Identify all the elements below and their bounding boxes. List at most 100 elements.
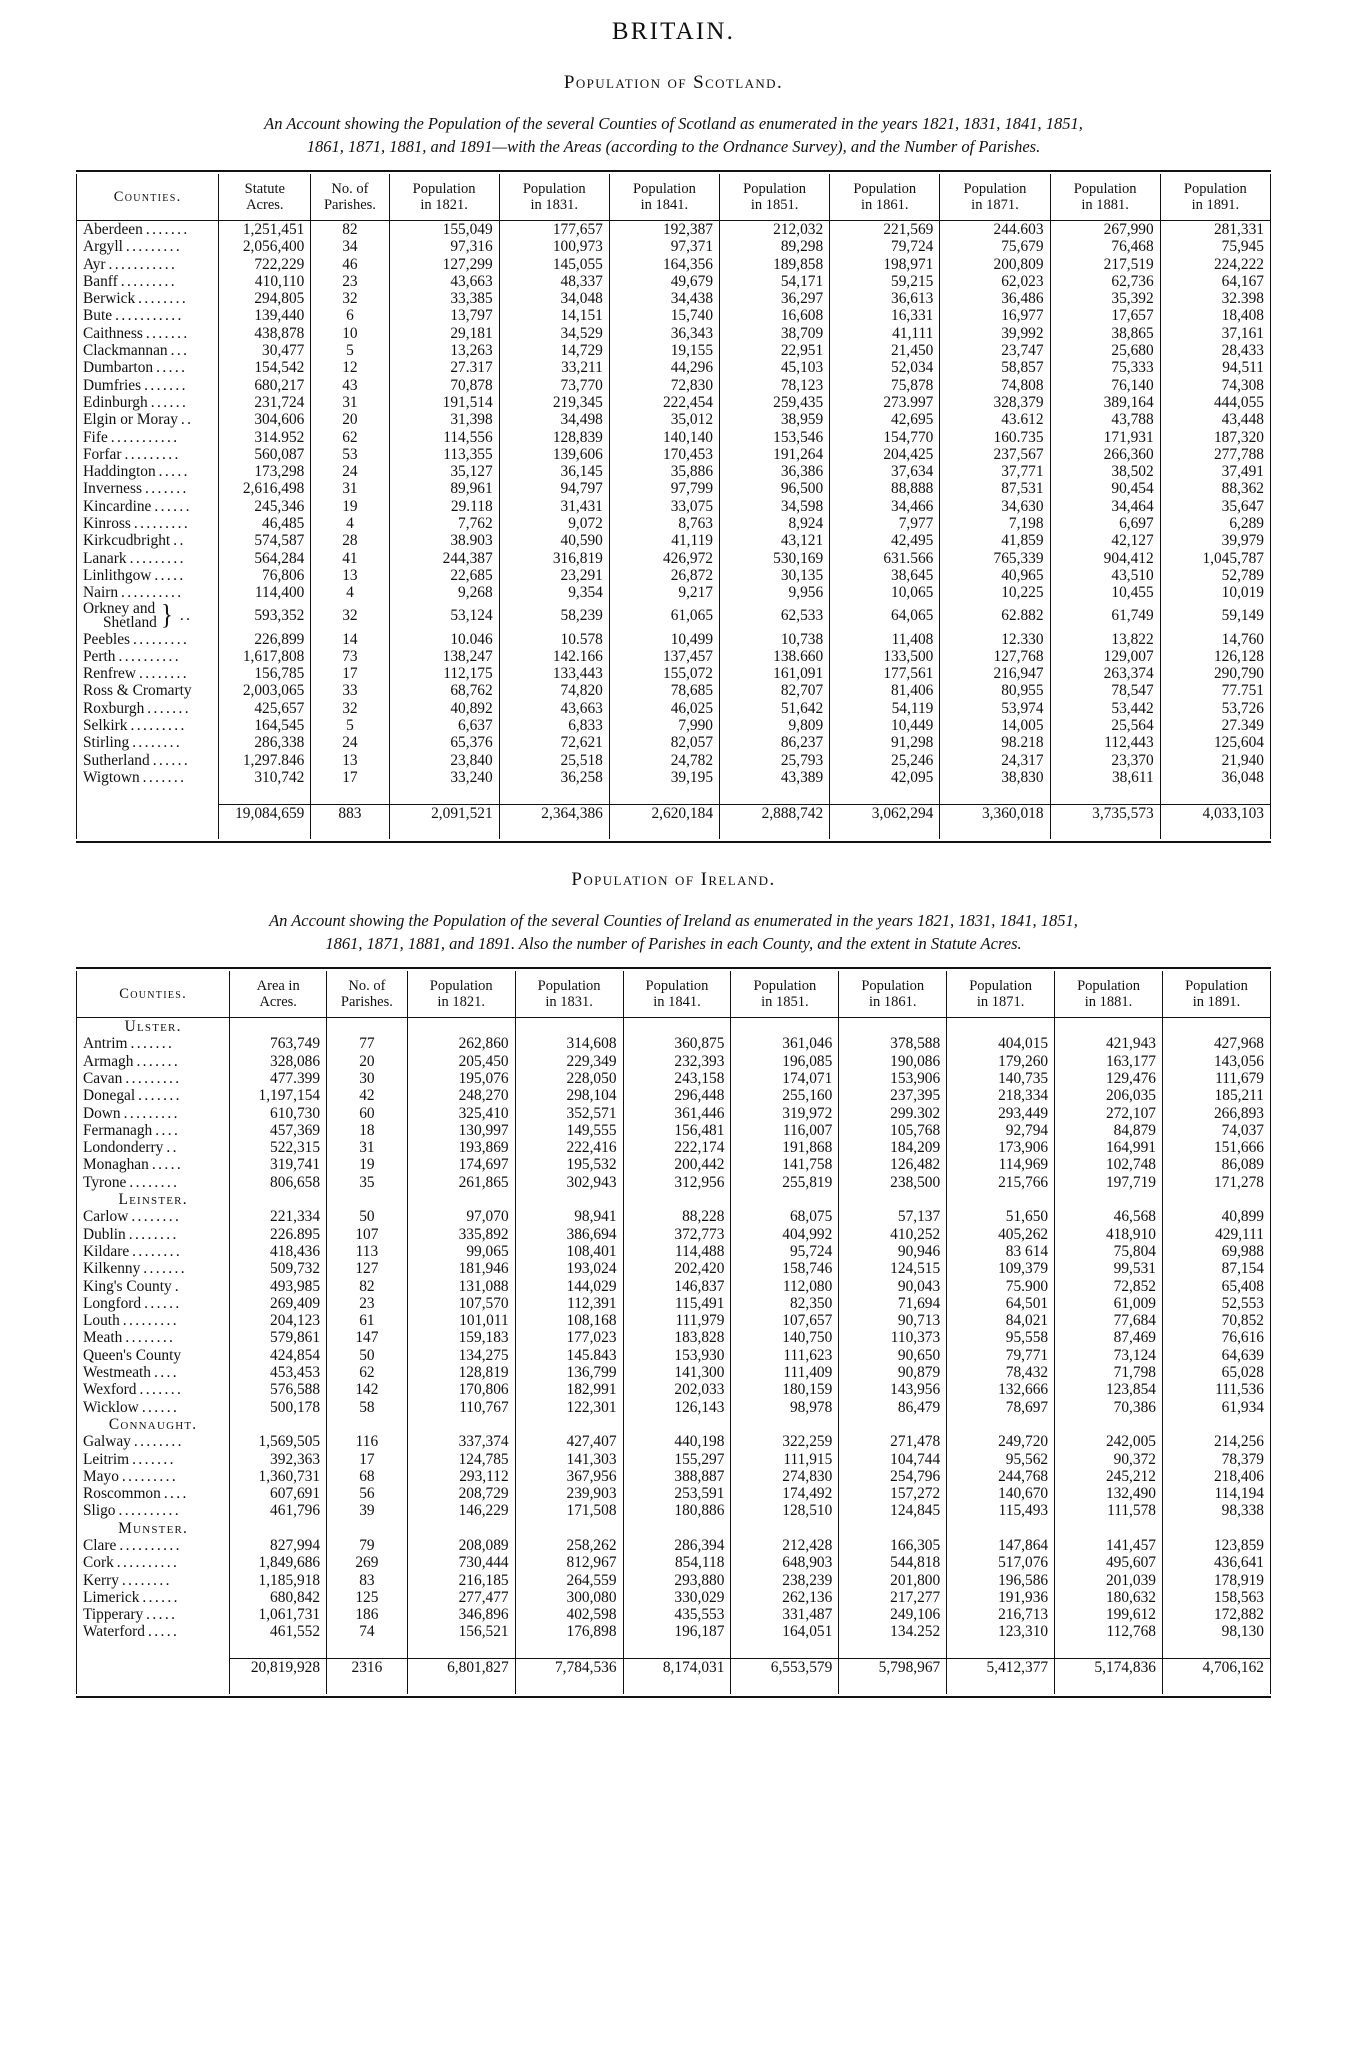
totals-population-1831: 2,364,386 xyxy=(499,803,610,822)
acres-cell: 226.895 xyxy=(229,1225,328,1243)
acres-cell: 30,477 xyxy=(218,342,312,360)
population-cell-1831: 23,291 xyxy=(499,566,610,585)
population-cell-1851: 9,956 xyxy=(719,584,831,602)
population-cell-1831: 112,391 xyxy=(515,1294,624,1313)
population-cell-1851: 38,709 xyxy=(719,324,831,343)
population-cell-1871: 237,567 xyxy=(939,445,1051,464)
empty-cell xyxy=(229,1519,328,1537)
population-cell-1871: 24,317 xyxy=(939,751,1051,769)
population-cell-1841: 286,394 xyxy=(623,1537,732,1555)
population-cell-1891: 65,408 xyxy=(1162,1277,1272,1295)
col-head-pop-1861: Population in 1861. xyxy=(829,174,941,221)
population-cell-1891: 178,919 xyxy=(1162,1571,1272,1589)
empty-cell xyxy=(623,1519,732,1537)
population-cell-1891: 98,338 xyxy=(1162,1502,1272,1520)
population-cell-1861: 21,450 xyxy=(829,342,941,360)
leader-dots: ... xyxy=(170,342,190,360)
parishes-cell: 50 xyxy=(326,1208,408,1226)
population-cell-1871: 34,630 xyxy=(939,497,1051,516)
parishes-cell: 127 xyxy=(326,1260,408,1278)
leader-dots xyxy=(181,1347,184,1364)
leader-dots: ........ xyxy=(125,1329,176,1347)
population-cell-1841: 170,453 xyxy=(609,445,721,464)
leader-dots: .......... xyxy=(116,1554,180,1572)
population-cell-1871: 43.612 xyxy=(939,411,1051,429)
population-cell-1841: 35,886 xyxy=(609,463,721,481)
acres-cell: 139,440 xyxy=(218,307,312,325)
empty-cell xyxy=(838,1017,948,1036)
population-cell-1881: 53,442 xyxy=(1050,699,1161,718)
population-cell-1831: 264,559 xyxy=(515,1571,624,1589)
totals-spacer-row xyxy=(75,786,1272,804)
population-cell-1871: 78,432 xyxy=(946,1364,1056,1382)
population-cell-1861: 631.566 xyxy=(829,549,941,567)
population-cell-1851: 196,085 xyxy=(730,1052,840,1070)
tail-cell xyxy=(326,1676,408,1694)
population-cell-1891: 111,679 xyxy=(1162,1069,1272,1088)
acres-cell: 1,617,808 xyxy=(218,647,312,666)
population-cell-1871: 36,486 xyxy=(939,290,1051,308)
acres-cell: 424,854 xyxy=(229,1346,328,1365)
county-label: Bute xyxy=(83,307,113,325)
population-cell-1871: 37,771 xyxy=(939,463,1051,481)
table-row: Tipperary..... 1,061,731 186 346,896 402,598… xyxy=(75,1606,1272,1624)
col-head-pop-1831: Population in 1831. xyxy=(499,174,610,221)
table-row: Berwick........ 294,805 32 33,385 34,048 34,4… xyxy=(75,290,1272,308)
county-label: Louth xyxy=(83,1312,120,1330)
table-row: Clackmannan... 30,477 5 13,263 14,729 19,155 2… xyxy=(75,342,1272,360)
population-cell-1891: 70,852 xyxy=(1162,1312,1272,1330)
parishes-cell: 32 xyxy=(310,601,390,631)
population-cell-1831: 145,055 xyxy=(499,255,610,273)
population-cell-1871: 38,830 xyxy=(939,768,1051,787)
population-cell-1851: 191,264 xyxy=(719,445,831,464)
population-cell-1861: 217,277 xyxy=(838,1588,948,1607)
population-cell-1861: 254,796 xyxy=(838,1467,948,1486)
population-cell-1881: 75,333 xyxy=(1050,359,1161,377)
population-cell-1831: 133,443 xyxy=(499,665,610,683)
table-row: Leitrim....... 392,363 17 124,785 141,303 155… xyxy=(75,1450,1272,1468)
population-cell-1891: 78,379 xyxy=(1162,1450,1272,1468)
population-cell-1861: 271,478 xyxy=(838,1433,948,1451)
population-cell-1881: 217,519 xyxy=(1050,255,1161,273)
population-cell-1831: 25,518 xyxy=(499,751,610,769)
spacer-cell xyxy=(218,786,312,804)
population-cell-1821: 730,444 xyxy=(407,1554,516,1572)
population-cell-1881: 38,611 xyxy=(1050,768,1161,787)
leader-dots: .......... xyxy=(119,1537,182,1554)
county-name: Roscommon.... xyxy=(75,1485,231,1503)
population-cell-1881: 42,127 xyxy=(1050,532,1161,550)
parishes-cell: 4 xyxy=(310,584,390,602)
county-name: King's County. xyxy=(75,1277,231,1295)
empty-cell xyxy=(407,1415,516,1434)
empty-cell xyxy=(326,1191,408,1209)
table-row: Waterford..... 461,552 74 156,521 176,898 196… xyxy=(75,1623,1272,1641)
empty-cell xyxy=(623,1017,732,1036)
population-cell-1841: 372,773 xyxy=(623,1225,732,1243)
col-head-area: Area in Acres. xyxy=(229,971,328,1019)
table-row: Monaghan..... 319,741 19 174,697 195,532 200,… xyxy=(75,1156,1272,1174)
county-name: Donegal....... xyxy=(75,1087,231,1105)
parishes-cell: 10 xyxy=(310,324,390,343)
county-label: Lanark xyxy=(83,549,127,567)
population-cell-1841: 243,158 xyxy=(623,1069,732,1088)
population-cell-1891: 64,167 xyxy=(1160,272,1272,291)
population-cell-1891: 21,940 xyxy=(1160,751,1272,769)
population-cell-1851: 38,959 xyxy=(719,411,831,429)
table-row: Cavan......... 477.399 30 195,076 228,050 243… xyxy=(75,1069,1272,1088)
population-cell-1831: 386,694 xyxy=(515,1225,624,1243)
population-cell-1851: 189,858 xyxy=(719,255,831,273)
population-cell-1821: 107,570 xyxy=(407,1294,516,1313)
population-cell-1841: 296,448 xyxy=(623,1087,732,1105)
population-cell-1861: 71,694 xyxy=(838,1294,948,1313)
population-cell-1891: 69,988 xyxy=(1162,1242,1272,1261)
acres-cell: 392,363 xyxy=(229,1450,328,1468)
population-cell-1891: 94,511 xyxy=(1160,359,1272,377)
population-cell-1881: 77,684 xyxy=(1054,1312,1163,1330)
empty-cell xyxy=(515,1017,624,1036)
county-label: Berwick xyxy=(83,290,136,308)
parishes-cell: 79 xyxy=(326,1537,408,1555)
population-cell-1831: 14,151 xyxy=(499,307,610,325)
population-cell-1891: 37,161 xyxy=(1160,324,1272,343)
tail-cell xyxy=(609,821,721,840)
population-cell-1841: 253,591 xyxy=(623,1485,732,1503)
